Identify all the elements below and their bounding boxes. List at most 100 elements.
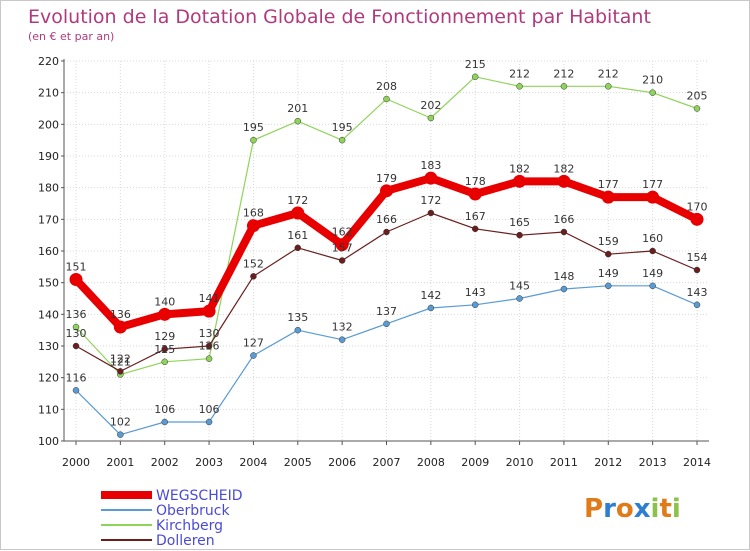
data-point [646,190,660,204]
legend-label: Oberbruck [156,503,230,519]
data-point [294,326,302,334]
data-label: 145 [509,280,530,293]
y-tick-label: 180 [38,182,59,195]
data-label: 159 [598,235,619,248]
data-label: 129 [154,330,175,343]
x-tick-label: 2008 [417,456,445,469]
data-label: 170 [687,200,708,213]
data-point [380,184,393,198]
data-label: 151 [66,261,87,274]
data-point [516,295,523,302]
data-label: 143 [687,286,708,299]
data-point [383,95,390,103]
data-point [338,257,346,264]
data-point [516,83,523,90]
data-label: 137 [376,305,397,318]
y-tick-label: 210 [38,87,59,100]
y-tick-label: 200 [38,118,59,131]
data-label: 160 [642,232,663,245]
x-tick-label: 2001 [106,456,134,469]
data-point [557,174,571,188]
data-label: 215 [465,58,486,71]
x-tick-label: 2000 [62,456,90,469]
data-point [605,83,612,90]
data-label: 162 [332,226,353,239]
brand-letter: i [672,494,681,524]
legend-label: WEGSCHEID [156,488,242,504]
data-labels: 151 136 140 141 168 172 162 179 183 178 182 182 177 1… [66,58,708,429]
data-label: 177 [642,178,663,191]
data-point [424,171,438,185]
y-tick-label: 160 [38,245,59,258]
x-tick-label: 2007 [373,456,401,469]
x-tick-label: 2010 [506,456,534,469]
data-point [161,345,168,353]
data-label: 172 [420,194,441,207]
data-label: 212 [553,67,574,80]
data-point [246,219,260,233]
data-label: 212 [509,67,530,80]
data-label: 157 [332,242,353,255]
data-point [72,323,80,331]
data-label: 116 [66,371,87,384]
data-point [605,250,612,258]
data-label: 212 [598,67,619,80]
data-label: 154 [687,251,708,264]
data-point [250,136,257,144]
data-point [471,225,479,233]
x-tick-label: 2013 [639,456,667,469]
data-point [117,368,124,375]
data-label: 136 [66,308,87,321]
data-point [383,228,390,236]
data-label: 132 [332,321,353,334]
data-label: 165 [509,216,530,229]
data-point [383,320,390,328]
x-tick-label: 2005 [284,456,312,469]
series-wegscheid [69,171,704,334]
data-point [205,355,213,362]
y-tick-label: 150 [38,277,59,290]
data-label: 130 [199,327,220,340]
data-label: 195 [243,121,264,134]
data-label: 136 [110,308,131,321]
y-tick-label: 190 [38,150,59,163]
data-label: 201 [287,102,308,115]
data-point [560,285,568,293]
axes: 1001101201301401501601701801902002102202… [38,55,711,469]
data-label: 205 [687,90,708,103]
data-point [205,342,213,350]
y-tick-label: 100 [38,435,59,448]
data-point [202,304,216,318]
x-tick-label: 2014 [683,456,711,469]
data-label: 166 [553,213,574,226]
legend-label: Dolleren [156,533,215,549]
data-point [560,83,568,90]
data-label: 166 [376,213,397,226]
data-label: 106 [199,403,220,416]
data-point [693,301,701,309]
y-tick-label: 120 [38,372,59,385]
data-label: 177 [598,178,619,191]
data-point [72,387,80,394]
proxiti-logo: Proxiti [584,494,681,524]
data-label: 202 [420,99,441,112]
y-tick-label: 220 [38,55,59,68]
data-label: 167 [465,210,486,223]
data-point [560,228,568,236]
data-point [427,304,435,312]
data-label: 143 [465,286,486,299]
data-label: 182 [553,162,574,175]
x-tick-label: 2009 [461,456,489,469]
chart-subtitle: (en € et par an) [28,30,114,43]
series-layer [69,73,704,438]
data-point [250,273,257,280]
data-label: 135 [287,311,308,324]
x-tick-label: 2006 [328,456,356,469]
data-label: 183 [420,159,441,172]
x-tick-label: 2012 [594,456,622,469]
data-label: 126 [199,340,220,353]
data-label: 102 [110,416,131,429]
data-point [516,231,523,239]
